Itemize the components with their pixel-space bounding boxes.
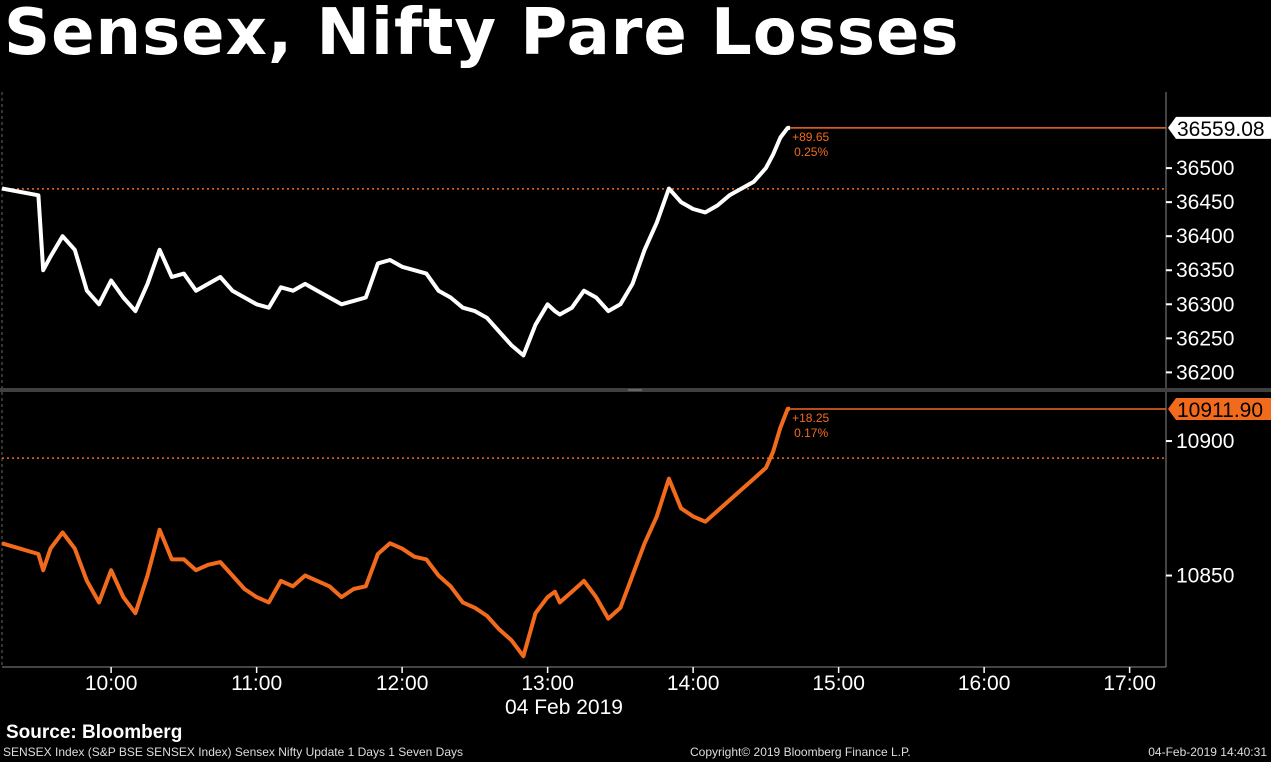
sensex-y-tick-label: 36500 [1176,157,1234,180]
sensex-y-tick-label: 36400 [1176,225,1234,248]
footer-timestamp: 04-Feb-2019 14:40:31 [1148,745,1267,759]
sensex-last-value-tag [1168,116,1271,139]
x-date-label: 04 Feb 2019 [505,696,623,719]
sensex-y-tick-label: 36450 [1176,191,1234,214]
nifty-change-percent: 0.17% [794,426,828,440]
nifty-last-value-tag [1168,398,1271,421]
x-tick-label: 10:00 [85,672,138,695]
footer-security-description: SENSEX Index (S&P BSE SENSEX Index) Sens… [3,745,463,759]
nifty-last-value-label: 10911.90 [1177,399,1263,422]
chart-title: Sensex, Nifty Pare Losses [4,0,960,70]
x-tick-label: 13:00 [521,672,574,695]
x-tick-label: 17:00 [1103,672,1156,695]
x-tick-label: 15:00 [812,672,865,695]
x-tick-label: 16:00 [958,672,1011,695]
nifty-change-value: +18.25 [792,411,829,425]
sensex-y-tick-label: 36200 [1176,361,1234,384]
footer-copyright: Copyright© 2019 Bloomberg Finance L.P. [690,745,911,759]
sensex-y-tick-label: 36350 [1176,259,1234,282]
sensex-y-tick-label: 36250 [1176,327,1234,350]
nifty-y-tick-label: 10900 [1176,430,1234,453]
nifty-y-tick-label: 10850 [1176,565,1234,588]
nifty-series-line [1,406,791,659]
x-tick-label: 12:00 [376,672,429,695]
x-tick-label: 11:00 [231,672,282,695]
sensex-series-line [1,125,791,358]
sensex-y-tick-label: 36300 [1176,293,1234,316]
sensex-last-value-label: 36559.08 [1177,118,1265,141]
source-label: Source: Bloomberg [6,722,183,743]
x-tick-label: 14:00 [667,672,720,695]
sensex-change-percent: 0.25% [794,145,828,159]
sensex-change-value: +89.65 [792,130,829,144]
